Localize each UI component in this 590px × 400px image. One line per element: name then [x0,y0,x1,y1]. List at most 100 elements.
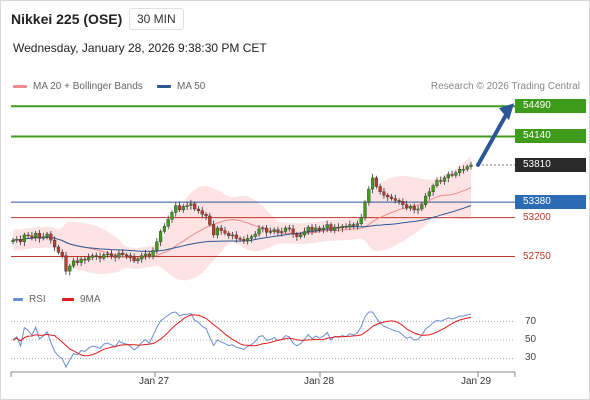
candle-body [208,215,212,225]
candle-body [295,233,299,237]
rsi-tick-50: 50 [525,334,537,345]
candle-body [340,226,344,229]
legend-ma20-label: MA 20 + Bollinger Bands [33,81,143,92]
candle-body [439,180,443,182]
candle-body [37,232,42,239]
candle-body [249,236,254,239]
candle-body [253,233,257,237]
candle-body [196,208,201,211]
bollinger-band-area [13,156,471,281]
candle-body [136,258,140,262]
legend-rsi: RSI [13,294,46,305]
candle-body [423,195,428,205]
candle-body [336,226,341,229]
candle-body [333,226,337,231]
candle-body [177,205,182,211]
candle-body [427,191,431,197]
candle-body [53,239,57,248]
candle-body [109,253,114,256]
legend-rsi-label: RSI [29,294,46,305]
candle-body [287,227,291,230]
candle-body [174,205,178,213]
candle-body [242,239,246,242]
candle-body [352,224,356,226]
timeframe-selector[interactable]: 30 MIN [129,8,184,30]
candle-body [68,265,72,272]
candle-body [128,255,132,258]
candle-body [204,213,208,217]
candle-body [124,254,129,256]
candle-body [60,251,64,256]
candle-body [302,231,307,236]
legend-ma50: MA 50 [157,81,205,92]
candle-body [215,227,219,236]
candle-body [193,203,197,210]
rsi-line [12,311,472,369]
candle-body [219,227,223,231]
candle-body [416,208,420,211]
candle-body [223,230,227,234]
candle-body [268,231,272,233]
copyright-notice: Research © 2026 Trading Central [430,81,580,92]
candle-body [450,174,454,176]
candle-body [75,260,79,263]
candle-body [143,253,148,256]
price-tag-52750: 52750 [523,250,551,262]
candle-body [87,257,91,261]
ma20-swatch-icon [13,85,27,88]
datetime-label: Wednesday, January 28, 2026 9:38:30 PM C… [13,41,267,55]
candle-body [310,226,314,231]
legend-ma20: MA 20 + Bollinger Bands [13,81,143,92]
candle-body [181,206,185,211]
candle-body [15,239,19,241]
candle-body [212,224,216,236]
candle-body [22,234,26,243]
rsi-ma-swatch-icon [62,298,74,301]
candle-body [408,206,413,209]
rsi-tick-30: 30 [525,352,537,363]
projection-arrow-icon [499,103,514,121]
candle-body [106,253,110,256]
candle-body [79,258,83,263]
candle-body [367,188,371,203]
ma50-line [12,205,472,252]
candle-body [159,231,163,243]
candle-body [90,255,95,258]
legend-rsi-ma: 9MA [62,294,101,305]
x-tick-jan29: Jan 29 [461,376,492,387]
candle-body [469,164,473,167]
candle-body [348,224,352,228]
candle-body [189,203,193,206]
candle-body [405,204,409,209]
candle-body [185,205,189,207]
candle-body [147,253,151,257]
candle-body [386,194,390,198]
candle-body [370,177,375,190]
candle-body [344,226,348,228]
candle-body [26,234,30,237]
candle-body [272,229,276,232]
candle-body [121,252,125,255]
candle-body [56,246,61,253]
price-tag-54490: 54490 [515,99,586,114]
legend-rsi-ma-label: 9MA [80,294,101,305]
price-tag-53810: 53810 [515,157,586,172]
candle-body [454,172,458,176]
candle-body [117,252,121,258]
candle-body [64,255,68,272]
candle-body [431,185,435,192]
ma50-swatch-icon [157,85,171,88]
candle-body [257,228,261,235]
candle-body [374,177,378,187]
candle-body [30,235,34,238]
candle-body [45,233,49,237]
candle-body [306,226,310,232]
legend-ma50-label: MA 50 [177,81,206,92]
candle-body [11,239,15,243]
candle-body [299,234,303,237]
candle-body [329,224,333,231]
candle-body [98,256,102,259]
candle-body [283,227,288,232]
candle-body [276,229,280,233]
